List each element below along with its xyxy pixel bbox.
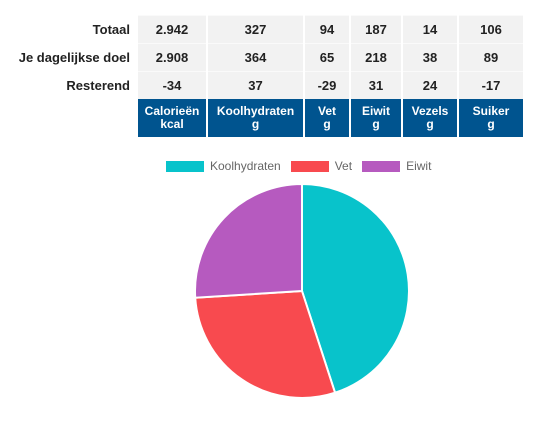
column-name: Eiwit [361,104,390,118]
cell-doel-vezels: 38 [403,43,457,71]
column-header-calorieen: Calorieën kcal [138,99,206,137]
cell-totaal-koolhydraten: 327 [208,15,303,43]
legend-swatch [166,160,204,172]
column-name: Suiker [472,104,510,118]
cell-resterend-suiker: -17 [459,71,523,99]
cell-doel-vet: 65 [305,43,349,71]
column-header-suiker: Suiker g [459,99,523,137]
column-unit: g [426,117,434,131]
cell-totaal-eiwit: 187 [351,15,401,43]
legend-label: Vet [334,159,353,173]
table-row-doel: Je dagelijkse doel 2.908 364 65 218 38 8… [2,43,523,71]
cell-resterend-koolhydraten: 37 [208,71,303,99]
column-header-eiwit: Eiwit g [351,99,401,137]
legend-item-koolhydraten[interactable]: Koolhydraten [166,159,281,173]
column-unit: g [487,117,495,131]
legend-swatch [290,160,329,172]
cell-resterend-eiwit: 31 [351,71,401,99]
chart-legend: Koolhydraten Vet Eiwit [166,159,441,173]
column-unit: g [251,117,260,131]
legend-swatch [362,160,401,172]
table-row-resterend: Resterend -34 37 -29 31 24 -17 [2,71,523,99]
cell-totaal-vezels: 14 [403,15,457,43]
pie-slice-koolhydraten[interactable] [301,182,410,395]
cell-resterend-calorieen: -34 [138,71,206,99]
column-name: Koolhydraten [216,104,295,118]
cell-totaal-vet: 94 [305,15,349,43]
column-name: Vet [317,104,336,118]
column-name: Calorieën [144,104,200,118]
cell-totaal-calorieen: 2.942 [138,15,206,43]
column-header-row: Calorieën kcal Koolhydraten g Vet g Eiwit g … [2,99,523,137]
cell-resterend-vezels: 24 [403,71,457,99]
column-header-koolhydraten: Koolhydraten g [208,99,303,137]
cell-doel-calorieen: 2.908 [138,43,206,71]
table-row-totaal: Totaal 2.942 327 94 187 14 106 [2,15,523,43]
row-label-totaal: Totaal [2,15,136,43]
pie-slice-eiwit[interactable] [194,182,303,299]
cell-doel-koolhydraten: 364 [208,43,303,71]
cell-doel-suiker: 89 [459,43,523,71]
pie-slice-vet[interactable] [194,289,337,399]
legend-label: Eiwit [406,159,432,173]
cell-totaal-suiker: 106 [459,15,523,43]
legend-item-vet[interactable]: Vet [290,159,353,173]
column-unit: g [372,117,380,131]
column-header-vezels: Vezels g [403,99,457,137]
nutrition-table: Totaal 2.942 327 94 187 14 106 Je dageli… [0,15,525,137]
legend-item-eiwit[interactable]: Eiwit [362,159,431,173]
row-label-doel: Je dagelijkse doel [2,43,136,71]
column-name: Vezels [411,104,449,118]
cell-resterend-vet: -29 [305,71,349,99]
column-unit: kcal [160,117,184,131]
legend-label: Koolhydraten [210,159,281,173]
row-label-resterend: Resterend [2,71,136,99]
cell-doel-eiwit: 218 [351,43,401,71]
column-header-vet: Vet g [305,99,349,137]
column-unit: g [323,117,331,131]
